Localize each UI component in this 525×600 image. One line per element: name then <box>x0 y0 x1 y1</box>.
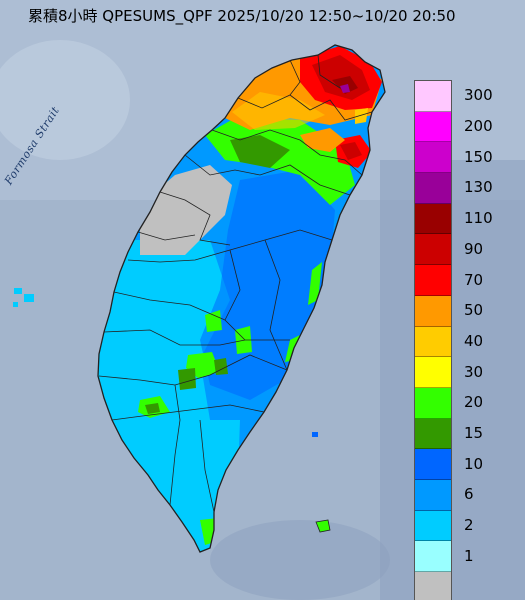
legend-swatch <box>415 418 451 450</box>
county-boundaries <box>98 54 373 513</box>
legend-swatch <box>415 173 451 204</box>
legend-label: 110 <box>464 209 493 228</box>
legend-swatch <box>415 541 451 572</box>
legend-swatch <box>415 357 451 388</box>
legend-swatch <box>415 572 451 600</box>
coastline <box>97 44 386 553</box>
legend-label: 10 <box>464 454 484 473</box>
legend-swatch <box>415 479 451 511</box>
legend-swatch <box>415 81 451 112</box>
orchid-island <box>315 519 331 533</box>
legend-label: 2 <box>464 516 474 535</box>
legend-label: 200 <box>464 117 493 136</box>
legend-color-bar <box>414 80 452 600</box>
legend-label: 150 <box>464 147 493 166</box>
legend-swatch <box>415 234 451 266</box>
legend-swatch <box>415 265 451 296</box>
legend-label: 15 <box>464 424 484 443</box>
legend-label: 40 <box>464 331 484 350</box>
legend-swatch <box>415 387 451 419</box>
legend-swatch <box>415 295 451 327</box>
legend-swatch <box>415 203 451 235</box>
legend-label: 300 <box>464 86 493 105</box>
legend-label: 70 <box>464 270 484 289</box>
map-title: 累積8小時 QPESUMS_QPF 2025/10/20 12:50~10/20… <box>28 7 456 25</box>
legend-swatch <box>415 449 451 480</box>
legend-label: 20 <box>464 393 484 412</box>
legend-label: 1 <box>464 546 474 565</box>
legend-label: 130 <box>464 178 493 197</box>
legend-label: 50 <box>464 301 484 320</box>
legend-label: 6 <box>464 485 474 504</box>
legend-swatch <box>415 510 451 542</box>
legend-swatch <box>415 142 451 174</box>
legend-label: 30 <box>464 362 484 381</box>
legend-label: 90 <box>464 239 484 258</box>
penghu-islands <box>13 288 34 307</box>
legend-swatch <box>415 111 451 143</box>
green-island <box>312 432 318 437</box>
legend-swatch <box>415 326 451 358</box>
